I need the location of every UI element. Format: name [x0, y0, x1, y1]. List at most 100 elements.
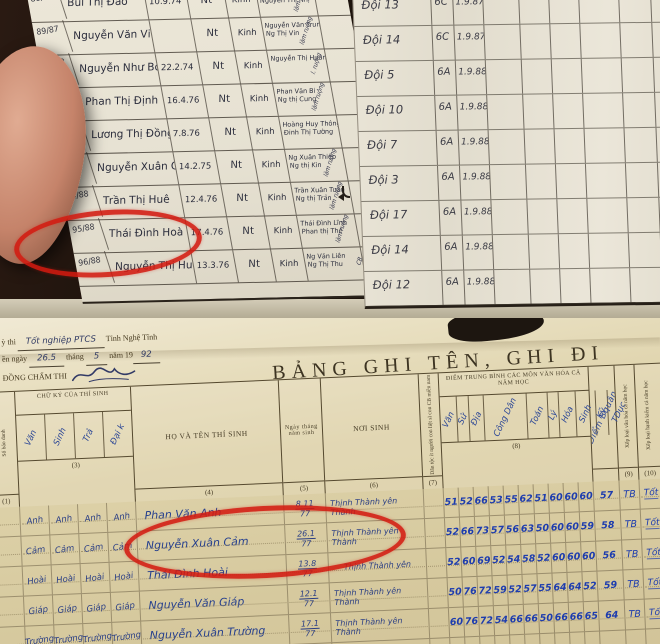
- empty-cell: [524, 129, 556, 164]
- col-conduct: Xếp loại hạnh kiểm cả năm học (10): [634, 363, 660, 480]
- rank-cell: TB: [620, 509, 643, 540]
- birth-date: 14.2.75: [173, 151, 222, 185]
- signature-cell: Giáp: [52, 594, 84, 625]
- birth-year: 77: [301, 627, 320, 639]
- empty-cell: [491, 199, 529, 235]
- entry-date: 1.9.88: [459, 165, 492, 200]
- empty-cell: [590, 268, 632, 303]
- birth-date: 7.8.76: [167, 118, 216, 152]
- entry-date: 1.9.88: [457, 95, 489, 130]
- entry-date: 1.9.88: [461, 200, 493, 235]
- score-subject-cell: Hóa: [558, 391, 578, 438]
- score-cell: 53: [488, 485, 505, 516]
- student-name: Phan Thị Định: [77, 86, 168, 121]
- empty-cell: [588, 233, 631, 268]
- score-cell: 50: [534, 513, 552, 544]
- class-label: 6A: [442, 270, 466, 305]
- parents-cell: Phan Văn Bi Ng thị Cung làm ruộng: [273, 82, 337, 116]
- ethnic-header: Dân tộc ít người con liệt sĩ con CB miền…: [425, 374, 436, 475]
- score-cell: 60: [448, 607, 466, 638]
- empty-cell: [584, 128, 626, 163]
- ethnic-cell: [430, 638, 452, 644]
- score-cell: 66: [553, 602, 571, 633]
- nt-mark: Nt: [209, 117, 253, 151]
- entry-date: 1.9.88: [462, 235, 495, 270]
- student-name: Lương Thị Đồng: [83, 119, 174, 154]
- signature-cell: Cảm: [21, 535, 52, 566]
- average-cell: [600, 630, 628, 644]
- average-cell: 57: [593, 480, 621, 511]
- sbd-header: Số báo danh: [0, 429, 8, 458]
- score-cell: 57: [489, 515, 507, 546]
- conduct-cell: Tốt: [642, 539, 660, 569]
- birth-date-cell: 12.1 77: [287, 583, 331, 615]
- unit-label: Đội 7: [358, 130, 438, 166]
- score-cell: 52: [491, 545, 508, 576]
- empty-cell: [627, 197, 660, 233]
- score-cell: 70: [480, 636, 497, 644]
- empty-cell: [485, 59, 524, 95]
- ethnic-cell: [423, 488, 445, 519]
- sbd-cell: [0, 566, 24, 597]
- student-name: Nguyễn Xuân Cáp: [89, 152, 180, 187]
- sbd-cell: [0, 506, 22, 537]
- class-label: 6A: [436, 130, 460, 165]
- parents-cell: Hoàng Huy Thông Đinh Thị Tường: [279, 115, 343, 149]
- score-cell: 62: [495, 635, 512, 644]
- score-cell: 65: [583, 601, 600, 632]
- score-cell: 66: [508, 604, 526, 635]
- subject-label: Đại k: [108, 421, 128, 446]
- subject-label: Sử: [456, 411, 471, 426]
- rank-cell: TB: [622, 539, 644, 570]
- score-cell: 60: [549, 512, 567, 543]
- nt-mark: Nt: [197, 51, 241, 85]
- father-name: Nguyễn Thị Huân: [269, 53, 328, 63]
- score-cell: 59: [579, 511, 597, 542]
- ledger-row: Đội 10 6A 1.9.88: [357, 92, 660, 132]
- parents-cell: Thái Đình Lĩnh Phan thị Thế làm ruộng: [296, 214, 361, 248]
- birth-year: 77: [299, 597, 319, 609]
- nt-mark: Nt: [227, 216, 271, 250]
- mother-name: Đinh Thị Tường: [283, 127, 334, 137]
- empty-cell: [581, 58, 624, 93]
- empty-cell: [628, 232, 660, 268]
- entry-date: 1.9.87: [452, 0, 485, 25]
- unit-label: Đội 14: [362, 235, 443, 271]
- nt-mark: Nt: [185, 0, 230, 19]
- signature-subject-cell: Sinh: [45, 413, 76, 460]
- entry-date: 1.9.87: [454, 25, 486, 60]
- score-table: Số báo danh (1) CHỮ KÝ CỦA THÍ SINH Văn …: [0, 360, 660, 644]
- score-cell: 54: [493, 605, 511, 636]
- score-cell: 51: [533, 483, 550, 514]
- empty-cell: [487, 94, 525, 130]
- entry-date: 1.9.88: [455, 60, 488, 95]
- empty-cell: [578, 0, 621, 23]
- rank-cell: TB: [624, 599, 646, 630]
- score-cell: [585, 631, 602, 644]
- score-cell: 52: [507, 574, 524, 605]
- unit-label: Đội 12: [364, 270, 444, 306]
- score-cell: 52: [582, 571, 599, 602]
- score-cell: 60: [461, 546, 478, 577]
- empty-cell: [548, 0, 581, 24]
- conduct-cell: Tốt: [645, 599, 660, 629]
- score-cell: 73: [474, 516, 492, 546]
- subject-label: Địa: [469, 409, 485, 427]
- score-cell: 66: [459, 516, 477, 547]
- header-text: ĐỒNG CHẤM THI: [2, 371, 68, 383]
- header-text: năm 19: [109, 350, 134, 361]
- empty-cell: [620, 22, 654, 58]
- birthplace-cell: Thịnh Thành yên Thành: [330, 608, 431, 643]
- average-cell: 59: [597, 570, 625, 601]
- score-cell: 56: [504, 514, 522, 545]
- empty-cell: [523, 94, 555, 129]
- sheet-header-block: ỳ thi Tốt nghiệp PTCS Tỉnh Nghệ Tĩnh ền …: [1, 329, 161, 386]
- score-cell: 51: [443, 487, 460, 518]
- handwritten-fill: 26.5: [28, 350, 65, 368]
- empty-cell: [527, 199, 559, 234]
- ledger-photo-top: 88/87 Bùi Thị Đào 10.9.74 Nt Kinh Bùi Vă…: [0, 0, 660, 318]
- conduct-cell: Tốt: [639, 479, 660, 509]
- mother-name: Ng Thị Thu: [307, 259, 344, 269]
- empty-cell: [550, 23, 582, 59]
